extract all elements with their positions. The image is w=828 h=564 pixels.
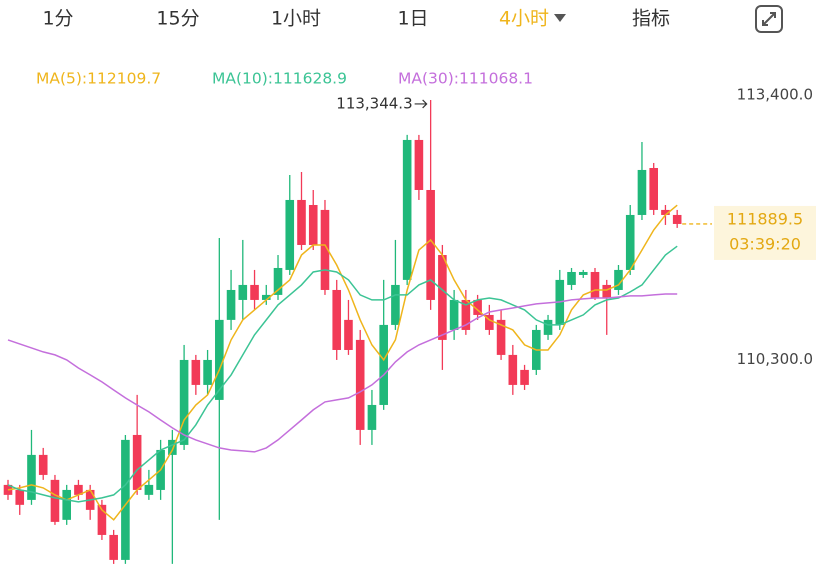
candle-body — [567, 271, 576, 285]
candle-body — [496, 319, 506, 355]
ma-line — [7, 293, 678, 453]
candle-body — [226, 289, 236, 320]
tab[interactable]: 1分 — [42, 8, 73, 30]
legend-entry: MA(10):111628.9 — [212, 70, 347, 88]
candle-body — [179, 359, 189, 445]
ma-line — [7, 204, 678, 521]
last-price: 111889.5 — [727, 209, 803, 228]
candle-body — [144, 484, 154, 495]
candle-body — [637, 169, 647, 215]
candle-body — [215, 319, 224, 400]
candle-body — [285, 199, 295, 270]
candle-body — [344, 319, 353, 350]
candle-body — [508, 354, 518, 385]
candle-body — [50, 479, 60, 522]
candle-body — [672, 214, 682, 224]
candle-body — [62, 489, 71, 520]
candle-body — [485, 314, 494, 330]
tab[interactable]: 1小时 — [271, 8, 321, 30]
candle-body — [461, 299, 471, 330]
y-tick-label: 113,400.0 — [737, 86, 813, 104]
candle-body — [109, 534, 118, 560]
tab-active[interactable]: 4小时 — [499, 8, 549, 30]
candle-body — [238, 284, 248, 300]
candle-body — [614, 269, 623, 290]
legend-entry: MA(30):111068.1 — [398, 70, 533, 88]
candle-body — [27, 454, 36, 500]
candle-body — [473, 299, 482, 315]
candle-body — [543, 319, 553, 335]
candle-body — [649, 167, 658, 210]
last-price-box — [714, 205, 816, 260]
candle-body — [191, 359, 201, 385]
candle-body — [273, 267, 283, 295]
candle-body — [449, 299, 459, 330]
candle-body — [132, 434, 142, 490]
candle-body — [15, 489, 25, 505]
candle-body — [297, 199, 306, 245]
candle-body — [74, 484, 83, 495]
candle-body — [625, 214, 635, 270]
candle-body — [250, 284, 259, 300]
high-annotation: 113,344.3 — [336, 94, 412, 112]
tab[interactable]: 15分 — [156, 8, 199, 30]
candle-body — [661, 209, 670, 215]
candle-body — [203, 359, 212, 385]
candle-body — [38, 454, 48, 475]
countdown: 03:39:20 — [729, 234, 801, 253]
candle-body — [261, 294, 271, 300]
dropdown-arrow[interactable] — [554, 14, 566, 22]
plot-area: 113,400.0 110,300.0 MA(5):112109.7 MA(10):1… — [3, 70, 816, 564]
candle-body — [602, 284, 612, 298]
high-arrow — [414, 99, 428, 109]
candle-body — [320, 209, 330, 290]
candle-body — [355, 339, 365, 430]
candle-body — [391, 284, 400, 325]
tab[interactable]: 指标 — [632, 8, 670, 30]
legend-entry: MA(5):112109.7 — [36, 70, 161, 88]
ma-line — [7, 245, 678, 503]
candle-body — [520, 369, 529, 385]
candle-body — [332, 289, 342, 350]
candle-body — [308, 204, 318, 245]
candle-body — [438, 255, 447, 340]
fullscreen-icon[interactable] — [755, 5, 783, 33]
candle-body — [590, 271, 600, 298]
candle-body — [97, 504, 107, 535]
candle-body — [578, 271, 588, 275]
candle-body — [426, 189, 435, 300]
candle-body — [121, 439, 130, 560]
candle-body — [168, 439, 177, 455]
tab[interactable]: 1日 — [397, 8, 428, 30]
candle-body — [414, 139, 424, 190]
candle-body — [367, 404, 377, 430]
candle-body — [379, 324, 388, 405]
y-tick-label: 110,300.0 — [737, 350, 813, 368]
candle-body — [402, 139, 412, 280]
